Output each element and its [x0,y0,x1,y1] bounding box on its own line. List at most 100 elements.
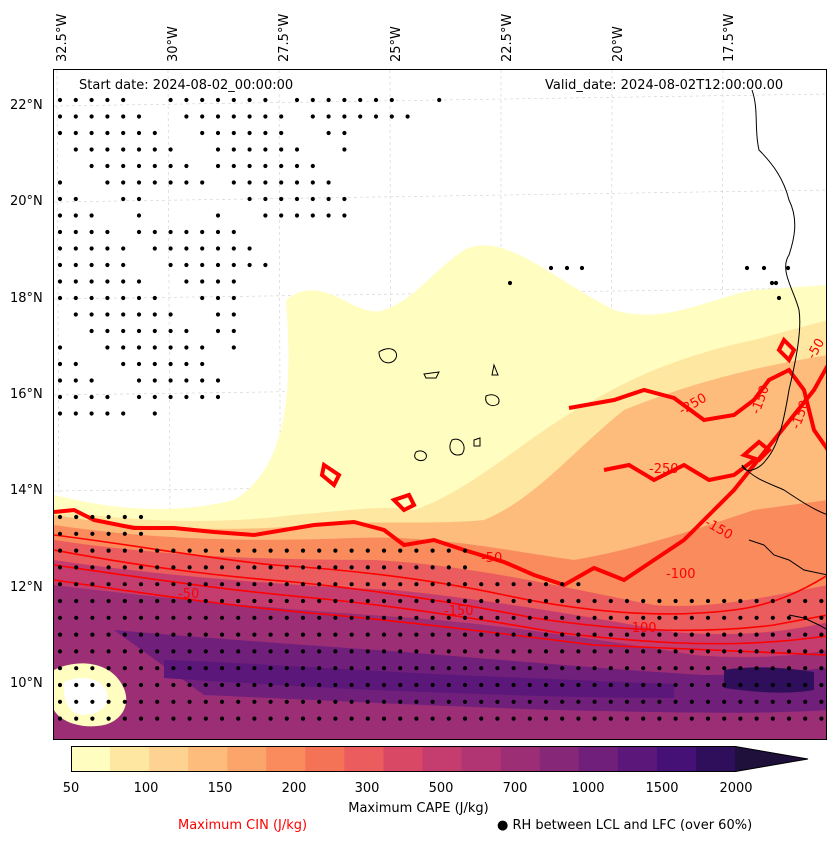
rh-dot [333,716,338,721]
rh-dot [279,147,284,152]
rh-dot [641,649,646,654]
rh-dot [152,130,157,136]
rh-dot [219,649,225,654]
rh-dot [106,716,111,721]
map-canvas: -50 -50 -150 -100 -250 -250 -150 -100 -1… [54,70,826,739]
rh-dot [74,565,79,570]
rh-dot [168,229,173,235]
rh-dot [215,262,221,268]
rh-dot [74,548,79,553]
rh-dot [219,682,225,688]
rh-dot [381,548,387,553]
rh-dot [437,97,442,103]
rh-dot [495,582,500,587]
rh-dot [215,312,221,317]
rh-dot [738,699,743,704]
rh-dot [689,666,694,671]
rh-dot [171,565,176,570]
rh-dot [673,615,678,620]
rh-dot [219,615,225,620]
rh-dot [268,615,273,620]
rh-dot [155,598,160,604]
rh-dot [511,682,516,688]
rh-dot [187,548,192,553]
lat-label-12n: 12°N [10,580,43,595]
rh-dot [105,312,110,317]
rh-dot [73,394,78,400]
rh-dot [479,699,484,704]
rh-dot [73,114,78,119]
rh-dot [57,361,63,367]
rh-dot [106,666,111,671]
rh-dot [89,312,94,317]
rh-dot [358,114,363,119]
rh-dot [349,666,354,671]
rh-dot [268,716,273,721]
rh-dot [73,147,78,152]
rh-dot [495,699,500,704]
rh-dot [430,565,435,570]
contour-label: -100 [666,567,696,582]
rh-dot [219,632,225,637]
lon-label-30w: 30°W [166,26,181,62]
rh-dot [138,598,144,604]
rh-dot [106,514,111,520]
rh-dot [381,615,387,620]
rh-dot [231,229,236,235]
rh-dot [738,598,743,604]
rh-dot [462,682,468,688]
colorbar-tick: 1000 [571,781,605,796]
rh-dot [57,411,63,416]
rh-dot [560,682,565,688]
start-date-label: Start date: 2024-08-02_00:00:00 [79,78,294,93]
rh-dot [263,196,268,202]
rh-dot [527,666,532,671]
rh-dot [57,196,63,202]
rh-dot [770,615,775,620]
rh-dot [203,548,208,553]
rh-dot [203,716,208,721]
colorbar-cell [71,746,111,772]
rh-dot [105,97,110,103]
rh-dot [168,312,173,317]
rh-dot [310,213,315,218]
rh-dot [57,716,63,721]
rh-dot [333,598,338,604]
rh-dot [819,615,824,620]
rh-dot [300,682,306,688]
rh-dot [294,163,300,169]
rh-dot [268,548,273,553]
map-panel[interactable]: -50 -50 -150 -100 -250 -250 -150 -100 -1… [53,69,827,740]
rh-dot [252,649,257,654]
rh-dot [462,598,468,604]
rh-dot [657,649,662,654]
rh-dot [414,582,419,587]
rh-dot [398,548,403,553]
rh-dot [73,213,78,218]
rh-dot [349,699,354,704]
rh-dot [342,196,347,202]
rh-dot [317,615,322,620]
rh-dot [689,699,694,704]
rh-dot [73,229,78,235]
rh-dot [279,163,284,169]
lat-label-20n: 20°N [10,194,43,209]
rh-dot [184,361,189,367]
rh-dot [74,582,79,587]
rh-dot [138,582,144,587]
rh-dot [657,716,662,721]
rh-dot [171,632,176,637]
rh-dot [57,378,63,383]
rh-dot [592,615,597,620]
rh-dot [365,582,370,587]
rh-dot [495,649,500,654]
rh-dot [430,598,435,604]
rh-dot [136,328,142,334]
colorbar-tick: 700 [502,781,528,796]
rh-dot [333,615,338,620]
colorbar-tick: 100 [133,781,159,796]
rh-dot [446,682,451,688]
rh-dot [184,262,189,268]
colorbar-cell [188,746,228,772]
rh-dot [252,699,257,704]
